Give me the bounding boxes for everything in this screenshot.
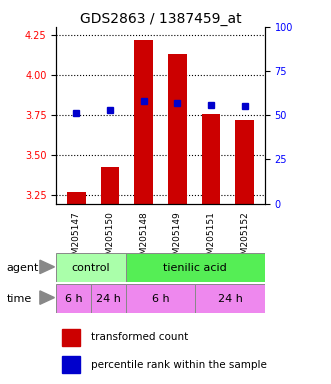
Bar bbox=[134, 40, 153, 204]
Text: transformed count: transformed count bbox=[91, 332, 188, 342]
Bar bbox=[67, 192, 86, 204]
Bar bbox=[202, 114, 220, 204]
Text: 24 h: 24 h bbox=[217, 293, 243, 304]
Text: control: control bbox=[72, 263, 110, 273]
Text: percentile rank within the sample: percentile rank within the sample bbox=[91, 360, 266, 370]
Text: 6 h: 6 h bbox=[152, 293, 169, 304]
Bar bbox=[195, 284, 265, 313]
Text: 24 h: 24 h bbox=[96, 293, 121, 304]
Bar bbox=[101, 167, 119, 204]
Text: time: time bbox=[7, 294, 32, 304]
Bar bbox=[56, 284, 91, 313]
Text: tienilic acid: tienilic acid bbox=[164, 263, 227, 273]
Text: 6 h: 6 h bbox=[65, 293, 82, 304]
Bar bbox=[62, 356, 80, 373]
Polygon shape bbox=[40, 260, 54, 273]
Bar bbox=[235, 120, 254, 204]
Bar bbox=[62, 329, 80, 346]
Text: agent: agent bbox=[7, 263, 39, 273]
Bar bbox=[126, 284, 195, 313]
Bar bbox=[168, 54, 187, 204]
Title: GDS2863 / 1387459_at: GDS2863 / 1387459_at bbox=[80, 12, 241, 26]
Bar bbox=[91, 284, 126, 313]
Bar bbox=[56, 253, 126, 282]
Polygon shape bbox=[40, 291, 54, 304]
Bar bbox=[126, 253, 265, 282]
